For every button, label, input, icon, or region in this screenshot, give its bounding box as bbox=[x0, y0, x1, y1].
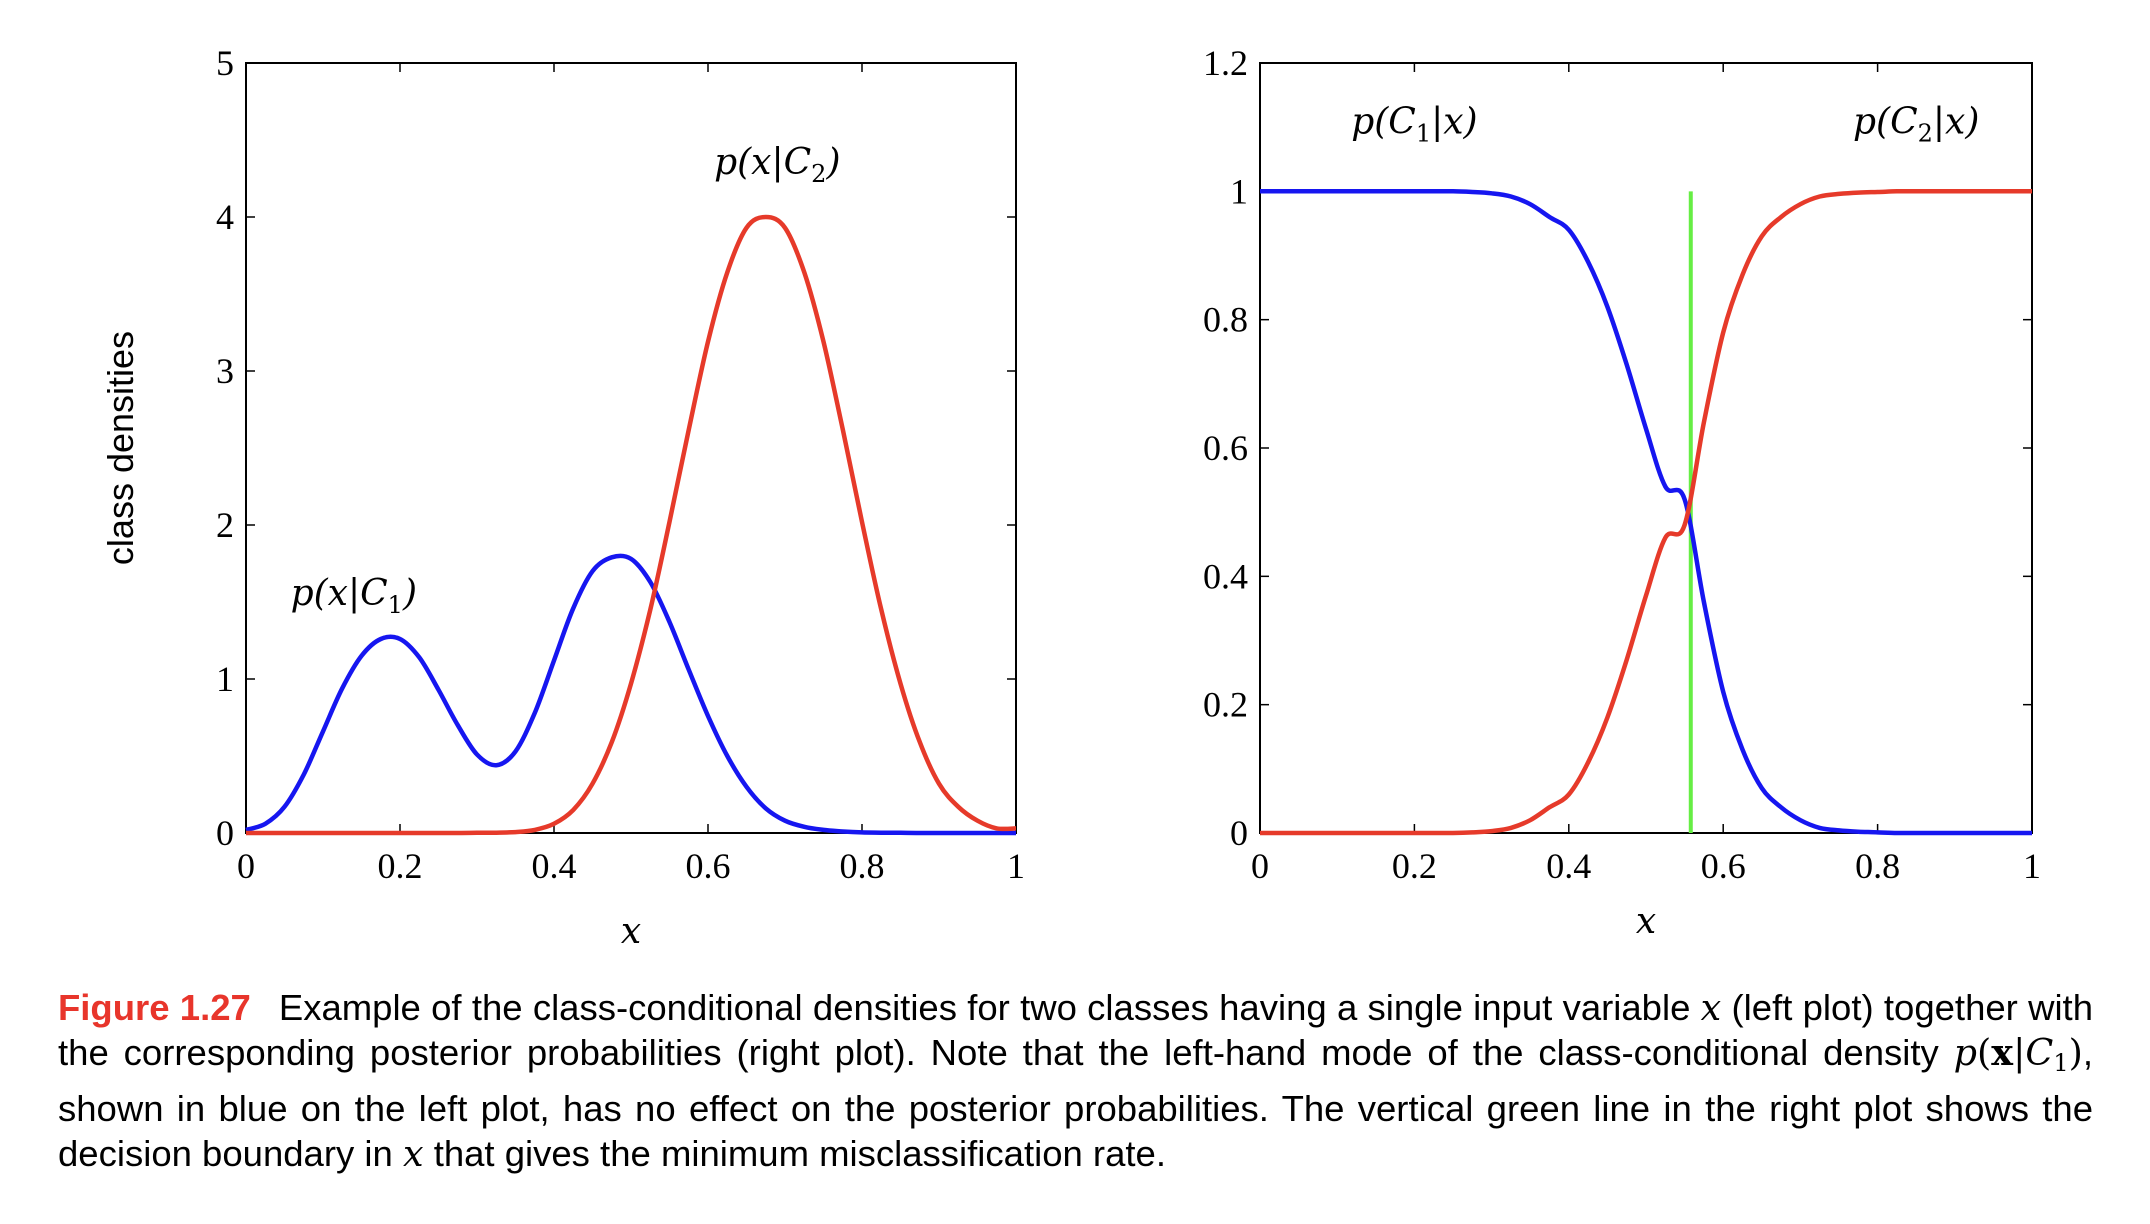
series-annotation-1: p(x|C1) bbox=[291, 573, 417, 619]
y-tick-label: 0.6 bbox=[1203, 428, 1248, 468]
y-tick-label: 2 bbox=[216, 505, 234, 545]
series-line-class-2 bbox=[1259, 189, 2032, 836]
series-annotation-1: p(C1|x) bbox=[1351, 102, 1477, 148]
y-tick-label: 1 bbox=[1230, 171, 1248, 211]
caption-text-3: , shown in blue on the left plot, has no… bbox=[58, 1032, 2093, 1174]
y-tick-label: 0.2 bbox=[1203, 685, 1248, 725]
y-tick-label: 4 bbox=[216, 197, 234, 237]
figure-caption: Figure 1.27 Example of the class-conditio… bbox=[58, 985, 2093, 1176]
x-tick-label: 0 bbox=[1251, 846, 1269, 886]
series-line-class-1 bbox=[245, 553, 1016, 836]
axes-frame bbox=[245, 62, 1017, 834]
y-tick-label: 1 bbox=[216, 659, 234, 699]
y-tick-label: 3 bbox=[216, 351, 234, 391]
series-line-class-2 bbox=[245, 214, 1017, 836]
series-annotation-2: p(x|C2) bbox=[714, 142, 840, 188]
x-tick-label: 1 bbox=[2023, 846, 2041, 886]
x-tick-label: 0.8 bbox=[1855, 846, 1900, 886]
series-annotation-2: p(C2|x) bbox=[1853, 102, 1979, 148]
y-tick-label: 1.2 bbox=[1203, 43, 1248, 83]
y-tick-label: 5 bbox=[216, 43, 234, 83]
x-tick-label: 0.4 bbox=[532, 846, 577, 886]
caption-math-bar: | bbox=[2013, 1031, 2026, 1074]
caption-math-p: p bbox=[1953, 1031, 1978, 1074]
x-tick-label: 1 bbox=[1007, 846, 1025, 886]
caption-math-open: ( bbox=[1977, 1031, 1992, 1074]
right-plot-panel: 0 0.2 0.4 0.6 0.8 1 0 0.2 0.4 0.6 0.8 1 1.2 x p(C1|x) p… bbox=[1203, 43, 2041, 942]
y-tick-label: 0.4 bbox=[1203, 556, 1248, 596]
x-tick-label: 0 bbox=[237, 846, 255, 886]
caption-math-script-c: C bbox=[2025, 1031, 2054, 1074]
x-tick-label: 0.4 bbox=[1546, 846, 1591, 886]
x-axis-label: x bbox=[621, 911, 641, 952]
figure: 0 0.2 0.4 0.6 0.8 1 0 1 2 3 4 5 x class densities p(x|… bbox=[100, 43, 2041, 952]
caption-text-4: that gives the minimum misclassification… bbox=[423, 1133, 1166, 1174]
x-axis-label: x bbox=[1636, 901, 1656, 942]
left-plot-panel: 0 0.2 0.4 0.6 0.8 1 0 1 2 3 4 5 x class densities p(x|… bbox=[100, 43, 1025, 952]
x-tick-label: 0.2 bbox=[378, 846, 423, 886]
caption-var-x-2: x bbox=[402, 1132, 424, 1175]
caption-text-2: (left plot) together with the correspond… bbox=[58, 987, 2093, 1073]
caption-var-x-1: x bbox=[1700, 986, 1722, 1029]
caption-math-close: ) bbox=[2068, 1031, 2083, 1074]
x-tick-label: 0.6 bbox=[686, 846, 731, 886]
y-tick-label: 0.8 bbox=[1203, 300, 1248, 340]
caption-math-sub: 1 bbox=[2053, 1049, 2069, 1077]
series-line-class-1 bbox=[1260, 189, 2032, 836]
y-tick-label: 0 bbox=[1230, 813, 1248, 853]
x-tick-label: 0.8 bbox=[840, 846, 885, 886]
y-tick-label: 0 bbox=[216, 813, 234, 853]
axes-frame bbox=[1259, 62, 2033, 834]
caption-text-1: Example of the class-conditional densiti… bbox=[278, 987, 1701, 1028]
y-axis-label: class densities bbox=[100, 331, 141, 565]
x-tick-label: 0.2 bbox=[1392, 846, 1437, 886]
caption-math-bold-x: x bbox=[1991, 1031, 2014, 1074]
x-tick-label: 0.6 bbox=[1701, 846, 1746, 886]
figure-label: Figure 1.27 bbox=[58, 987, 251, 1028]
